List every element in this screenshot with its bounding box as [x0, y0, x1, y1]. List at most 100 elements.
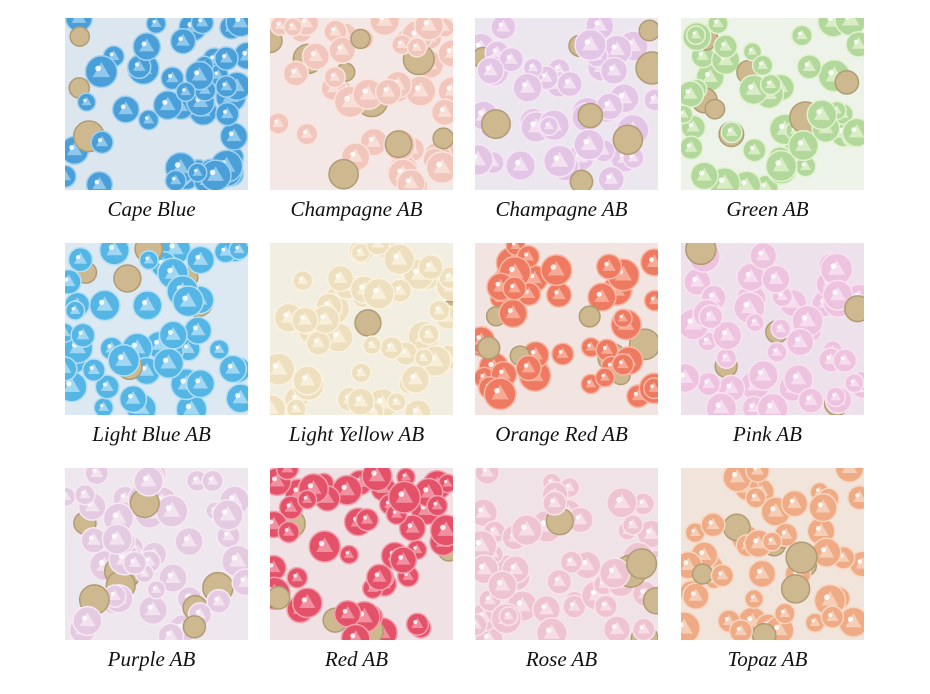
gem-sparkle: [718, 177, 725, 183]
gem-sparkle: [436, 161, 442, 168]
gem-facet: [385, 341, 398, 352]
gem-facet: [291, 571, 303, 582]
gem-facet: [165, 569, 181, 584]
product-image: [681, 463, 864, 640]
gem-sparkle: [320, 314, 326, 320]
gem-sparkle: [332, 331, 339, 338]
gem-sparkle: [374, 572, 380, 578]
gem-sparkle: [426, 262, 431, 268]
gem-facet: [696, 49, 710, 61]
gem-sparkle: [830, 263, 837, 269]
gem-facet: [707, 290, 721, 302]
gem-facet: [372, 569, 387, 582]
gem-facet: [713, 398, 730, 414]
gem-facet: [837, 551, 850, 562]
gem-sparkle: [756, 568, 762, 574]
gem-sparkle: [330, 73, 335, 78]
gem-facet: [719, 39, 733, 51]
gem-sparkle: [496, 580, 503, 586]
gem-sparkle: [541, 604, 547, 610]
gem-sparkle: [553, 155, 560, 161]
gem-sparkle: [798, 31, 802, 36]
gem-sparkle: [649, 257, 654, 263]
gem-facet: [139, 362, 155, 376]
gem-facet: [681, 557, 696, 571]
gem-sparkle: [413, 43, 417, 48]
gem-facet: [431, 499, 443, 510]
gem-facet: [433, 304, 445, 315]
gem-sparkle: [222, 54, 227, 59]
gem-sparkle: [141, 299, 148, 306]
gem-sparkle: [224, 531, 229, 536]
gem-facet: [191, 67, 208, 81]
gem-sparkle: [371, 470, 377, 476]
gem-sparkle: [98, 559, 105, 566]
gem-sparkle: [69, 145, 75, 151]
gem-facet: [179, 292, 197, 307]
gem-sparkle: [828, 69, 835, 76]
gem-sparkle: [65, 493, 66, 497]
gem-sparkle: [844, 463, 849, 468]
gem-facet: [496, 19, 511, 32]
gem-facet: [65, 377, 81, 392]
gem-facet: [522, 287, 536, 298]
gem-sparkle: [794, 337, 800, 342]
gem-facet: [181, 533, 197, 547]
gem-facet: [340, 606, 355, 619]
product-image: [681, 18, 864, 190]
gem-facet: [118, 101, 134, 115]
gem-facet: [627, 518, 639, 529]
gem: [432, 127, 453, 150]
gem-sparkle: [601, 373, 605, 378]
gem-sparkle: [475, 154, 478, 160]
gem: [834, 468, 864, 483]
gem-facet: [222, 529, 235, 541]
gem-facet: [803, 393, 818, 405]
gem-facet: [110, 509, 127, 524]
gem-facet: [193, 251, 209, 265]
gem-facet: [283, 525, 295, 536]
gem: [328, 158, 359, 190]
gem-facet: [423, 259, 438, 272]
gem-sparkle: [413, 546, 417, 550]
gem-sparkle: [554, 65, 559, 70]
gem-sparkle: [313, 338, 319, 343]
gem-sparkle: [801, 314, 808, 321]
gem-sparkle: [375, 243, 377, 244]
gem-facet: [139, 296, 156, 311]
gem-facet: [775, 322, 787, 333]
gem: [685, 243, 717, 266]
gem-sparkle: [78, 330, 83, 336]
gem-sparkle: [646, 528, 652, 534]
gem-sparkle: [410, 373, 416, 379]
gem-facet: [827, 259, 846, 275]
gem-facet: [402, 569, 414, 580]
gem-sparkle: [345, 551, 349, 555]
gem-sparkle: [293, 487, 299, 493]
gem-facet: [743, 268, 759, 283]
product-label: Light Blue AB: [91, 422, 211, 446]
gem-sparkle: [359, 284, 364, 290]
gem-facet: [299, 18, 314, 28]
gem-facet: [183, 400, 200, 415]
gem-facet: [684, 140, 698, 152]
gem-sparkle: [650, 384, 654, 389]
gem-sparkle: [66, 380, 72, 387]
gem-sparkle: [433, 501, 438, 506]
gem: [69, 26, 91, 47]
gem-sparkle: [423, 20, 429, 26]
gem-facet: [475, 618, 483, 629]
gem-sparkle: [590, 589, 596, 596]
gem-sparkle: [141, 365, 147, 371]
product-image: [475, 18, 658, 190]
gem-sparkle: [777, 325, 781, 329]
gem-sparkle: [488, 361, 494, 368]
gem-facet: [442, 477, 453, 487]
gem-sparkle: [741, 179, 747, 186]
gem-sparkle: [816, 488, 820, 492]
gem-sparkle: [377, 397, 383, 404]
gem: [635, 51, 658, 85]
gem-sparkle: [209, 169, 216, 176]
gem-facet: [81, 96, 92, 106]
gem-facet: [543, 120, 555, 130]
